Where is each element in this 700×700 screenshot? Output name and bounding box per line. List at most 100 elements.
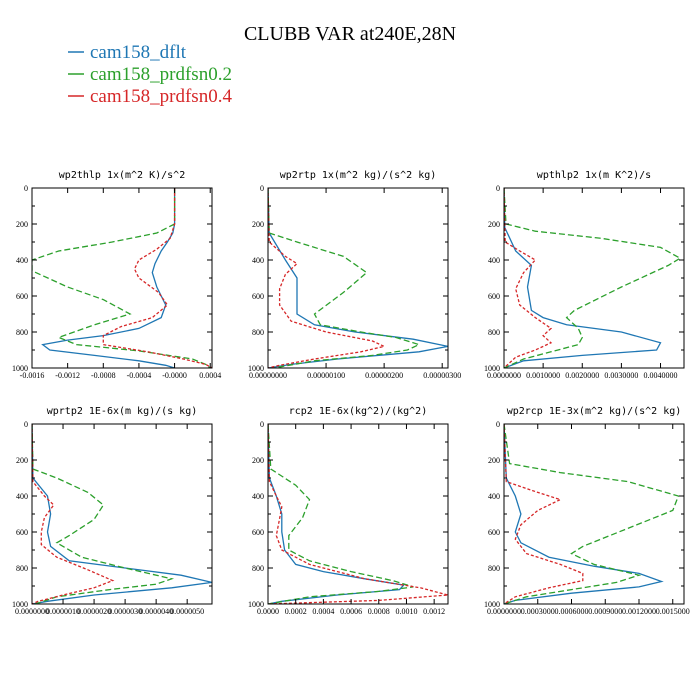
y-tick-label: 0 bbox=[260, 420, 264, 429]
series-line-3 bbox=[32, 424, 115, 604]
series-line-2 bbox=[32, 424, 175, 604]
x-tick-label: 0.0009000 bbox=[588, 607, 622, 616]
x-tick-label: 0.0000030 bbox=[108, 607, 142, 616]
x-tick-label: -0.0016 bbox=[20, 371, 45, 380]
y-tick-label: 1000 bbox=[484, 600, 500, 609]
x-tick-label: 0.0008 bbox=[368, 607, 390, 616]
y-tick-label: 600 bbox=[16, 292, 28, 301]
panel-4: wprtp2 1E-6x(m kg)/(s kg) 0 200 400 600 800 10… bbox=[12, 406, 213, 616]
x-tick-label: 0.0010000 bbox=[526, 371, 560, 380]
y-tick-label: 600 bbox=[16, 528, 28, 537]
y-tick-label: 0 bbox=[260, 184, 264, 193]
y-tick-label: 400 bbox=[252, 492, 264, 501]
x-tick-label: 0.0000040 bbox=[139, 607, 173, 616]
y-tick-label: 600 bbox=[488, 292, 500, 301]
series-line-1 bbox=[41, 188, 176, 368]
y-tick-label: 0 bbox=[24, 420, 28, 429]
x-tick-label: 0.00000200 bbox=[365, 371, 403, 380]
y-tick-label: 400 bbox=[488, 256, 500, 265]
figure-title: CLUBB VAR at240E,28N bbox=[244, 23, 456, 45]
legend-entry-3: cam158_prdfsn0.4 bbox=[68, 86, 232, 107]
x-tick-label: 0.0000050 bbox=[170, 607, 204, 616]
y-tick-label: 1000 bbox=[12, 364, 28, 373]
series-line-3 bbox=[504, 188, 553, 368]
legend-label: cam158_prdfsn0.2 bbox=[90, 64, 232, 85]
x-tick-label: -0.0000 bbox=[162, 371, 187, 380]
legend-label: cam158_dflt bbox=[90, 42, 187, 63]
curves bbox=[32, 424, 212, 604]
panel-2: wp2rtp 1x(m^2 kg)/(s^2 kg) 0 200 400 600 800 1… bbox=[248, 170, 461, 380]
y-tick-label: 0 bbox=[24, 184, 28, 193]
y-tick-label: 1000 bbox=[12, 600, 28, 609]
y-tick-label: 600 bbox=[252, 528, 264, 537]
x-tick-label: 0.00000100 bbox=[307, 371, 345, 380]
x-tick-label: 0.0000020 bbox=[77, 607, 111, 616]
legend-entry-2: cam158_prdfsn0.2 bbox=[68, 64, 232, 85]
panels-grid: wp2thlp 1x(m^2 K)/s^202004006008001000-0… bbox=[12, 170, 690, 616]
y-tick-label: 600 bbox=[252, 292, 264, 301]
panel-title: wpthlp2 1x(m K^2)/s bbox=[537, 170, 651, 181]
y-tick-label: 800 bbox=[252, 564, 264, 573]
y-tick-label: 1000 bbox=[484, 364, 500, 373]
panel-1: wp2thlp 1x(m^2 K)/s^202004006008001000-0… bbox=[12, 170, 221, 380]
legend: cam158_dfltcam158_prdfsn0.2cam158_prdfsn… bbox=[68, 42, 232, 107]
x-tick-label: 0.0020000 bbox=[565, 371, 599, 380]
legend-entry-1: cam158_dflt bbox=[68, 42, 187, 63]
x-tick-label: -0.0004 bbox=[127, 371, 152, 380]
series-line-1 bbox=[268, 424, 406, 604]
y-tick-label: 200 bbox=[252, 456, 264, 465]
curves bbox=[268, 188, 448, 368]
x-tick-label: 0.0040000 bbox=[644, 371, 678, 380]
x-tick-label: -0.0012 bbox=[55, 371, 80, 380]
y-tick-label: 1000 bbox=[248, 600, 264, 609]
y-tick-label: 800 bbox=[488, 328, 500, 337]
x-tick-label: 0.0012000 bbox=[622, 607, 656, 616]
series-line-3 bbox=[268, 424, 448, 604]
series-line-3 bbox=[504, 424, 584, 604]
series-line-1 bbox=[504, 188, 662, 368]
x-tick-label: 0.0000 bbox=[257, 607, 279, 616]
x-tick-label: 0.0004 bbox=[312, 607, 334, 616]
x-tick-label: 0.0000000 bbox=[487, 607, 521, 616]
x-tick-label: 0.0000000 bbox=[15, 607, 49, 616]
x-tick-label: 0.0010 bbox=[395, 607, 417, 616]
series-line-3 bbox=[102, 188, 212, 368]
curves bbox=[504, 188, 682, 368]
series-line-1 bbox=[504, 424, 664, 604]
y-tick-label: 800 bbox=[488, 564, 500, 573]
panel-6: wp2rcp 1E-3x(m^2 kg)/(s^2 kg) 0 200 400 600 8… bbox=[484, 406, 690, 616]
x-tick-label: 0.0006 bbox=[340, 607, 362, 616]
y-tick-label: 200 bbox=[16, 220, 28, 229]
curves bbox=[32, 188, 212, 368]
y-tick-label: 400 bbox=[252, 256, 264, 265]
plot-frame bbox=[31, 423, 213, 605]
curves bbox=[504, 424, 680, 604]
x-tick-label: 0.0015000 bbox=[656, 607, 690, 616]
y-tick-label: 200 bbox=[488, 456, 500, 465]
y-tick-label: 1000 bbox=[248, 364, 264, 373]
panel-title: wprtp2 1E-6x(m kg)/(s kg) bbox=[47, 406, 198, 417]
x-tick-label: 0.0003000 bbox=[521, 607, 555, 616]
series-line-2 bbox=[32, 188, 211, 368]
series-line-1 bbox=[32, 424, 212, 604]
plot-frame bbox=[503, 423, 685, 605]
y-tick-label: 400 bbox=[16, 492, 28, 501]
panel-title: wp2rtp 1x(m^2 kg)/(s^2 kg) bbox=[280, 170, 437, 181]
x-tick-label: 0.00000000 bbox=[249, 371, 287, 380]
x-tick-label: 0.0012 bbox=[423, 607, 445, 616]
curves bbox=[268, 424, 448, 604]
y-tick-label: 200 bbox=[252, 220, 264, 229]
x-tick-label: 0.0000010 bbox=[46, 607, 80, 616]
y-tick-label: 800 bbox=[16, 328, 28, 337]
x-tick-label: -0.0008 bbox=[91, 371, 116, 380]
panel-3: wpthlp2 1x(m K^2)/s020040060080010000.00… bbox=[484, 170, 685, 380]
legend-label: cam158_prdfsn0.4 bbox=[90, 86, 232, 107]
panel-title: wp2rcp 1E-3x(m^2 kg)/(s^2 kg) bbox=[507, 406, 682, 417]
y-tick-label: 600 bbox=[488, 528, 500, 537]
y-tick-label: 800 bbox=[16, 564, 28, 573]
y-tick-label: 0 bbox=[496, 184, 500, 193]
series-line-2 bbox=[504, 424, 680, 604]
y-tick-label: 0 bbox=[496, 420, 500, 429]
series-line-1 bbox=[268, 188, 448, 368]
